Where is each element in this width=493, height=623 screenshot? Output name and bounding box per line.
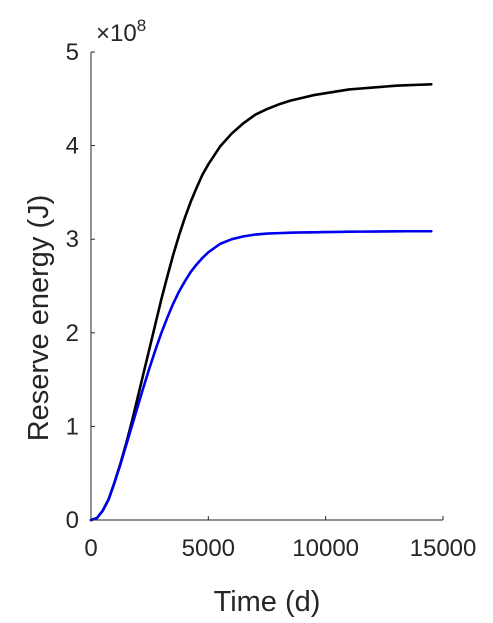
exponent-power: 8 [137,16,146,35]
y-tick-label: 5 [66,39,79,66]
y-tick-label: 3 [66,226,79,253]
tick-labels: 0 1 2 3 4 5 0 5000 10000 15000 [66,39,477,562]
x-tick-label: 0 [84,535,97,562]
series-lines [89,82,433,522]
y-axis-exponent-label: ×108 [96,16,146,47]
y-tick-label: 2 [66,320,79,347]
y-tick-label: 1 [66,413,79,440]
axes [90,51,444,521]
series-line-1 [89,82,433,522]
series-line-2 [89,229,433,522]
y-tick-label: 0 [66,507,79,534]
x-tick-label: 5000 [182,535,235,562]
y-axis-title: Reserve energy (J) [23,195,55,442]
y-tick-label: 4 [66,133,79,160]
exponent-base: ×10 [96,20,137,47]
x-tick-label: 15000 [410,535,477,562]
x-axis-title: Time (d) [214,586,321,618]
x-tick-label: 10000 [292,535,359,562]
